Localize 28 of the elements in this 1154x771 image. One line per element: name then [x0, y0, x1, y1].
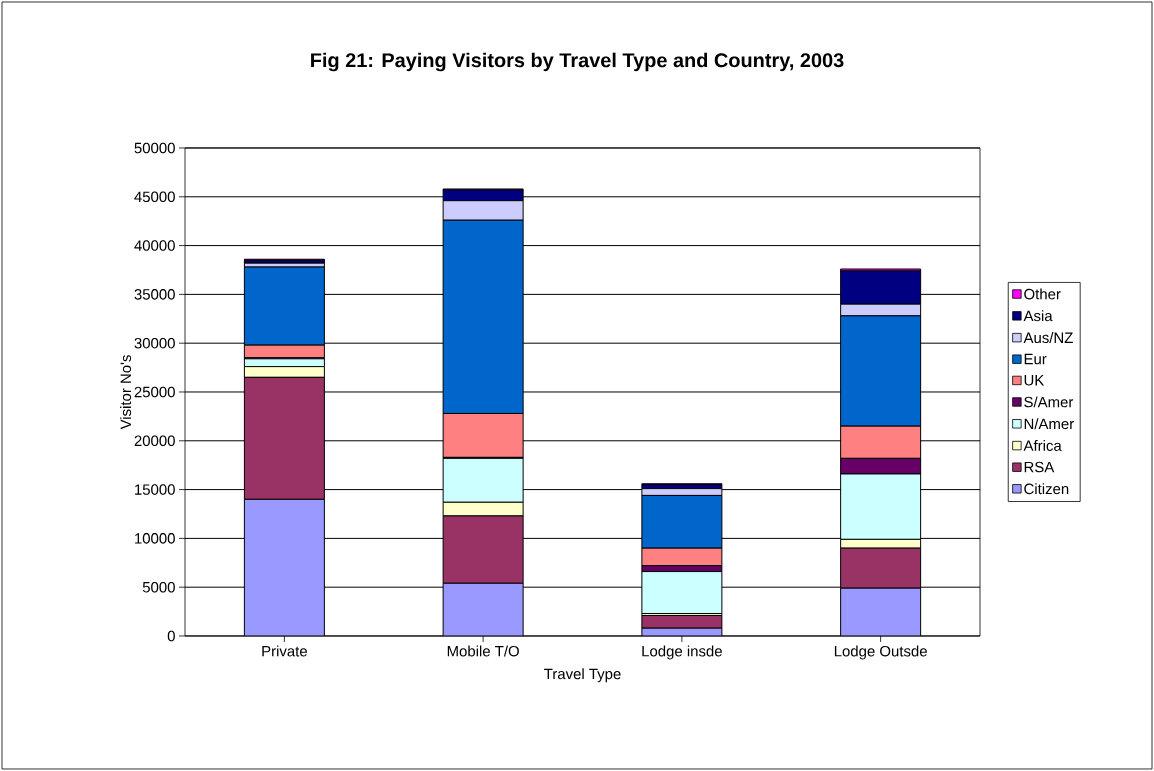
legend-label: Africa [1023, 439, 1062, 451]
legend-label: Citizen [1024, 483, 1069, 495]
y-tick-label: 25000 [134, 386, 175, 398]
legend-label: S/Amer [1024, 396, 1074, 408]
legend-label: Aus/NZ [1023, 332, 1073, 344]
x-axis-title: Travel Type [544, 668, 621, 683]
x-tick-label: Mobile T/O [447, 645, 519, 657]
y-tick-label: 0 [167, 630, 175, 642]
y-tick-label: 15000 [135, 484, 175, 495]
y-tick-label: 40000 [134, 240, 175, 251]
y-tick-label: 10000 [135, 533, 175, 544]
y-tick-label: 45000 [134, 191, 175, 203]
y-tick-label: 5000 [142, 581, 175, 593]
y-tick-label: 35000 [134, 289, 175, 300]
legend-label: RSA [1024, 461, 1055, 473]
x-tick-label: Lodge Outsde [834, 645, 927, 660]
y-tick-label: 50000 [134, 142, 175, 154]
x-tick-label: Lodge insde [642, 645, 722, 660]
y-axis-title: Visitor No's [120, 355, 132, 430]
legend-label: UK [1024, 375, 1045, 386]
legend-label: Other [1024, 288, 1061, 300]
y-tick-label: 20000 [134, 435, 175, 447]
legend-label: Eur [1024, 353, 1047, 365]
y-tick-label: 30000 [134, 337, 175, 349]
x-tick-label: Private [262, 645, 307, 657]
chart-title: Fig 21: Paying Visitors by Travel Type and Country, 2003 [311, 52, 844, 72]
legend-label: N/Amer [1024, 418, 1074, 430]
legend-label: Asia [1023, 310, 1053, 322]
